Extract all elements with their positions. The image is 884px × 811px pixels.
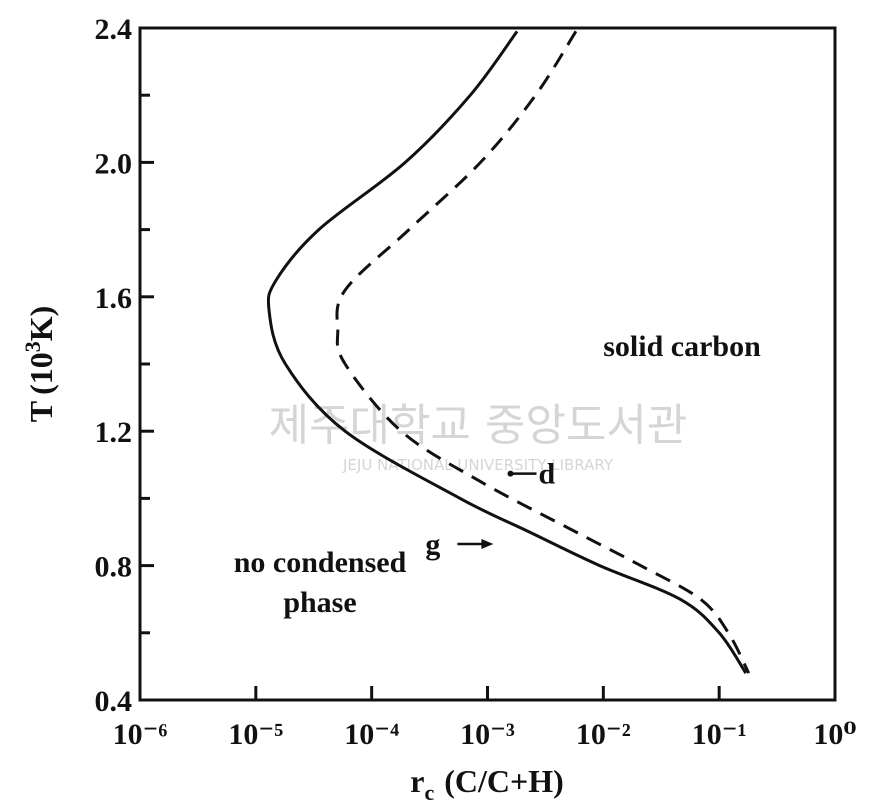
x-tick-label: 10⁻⁶	[113, 718, 168, 751]
watermark: 제주대학교 중앙도서관 JEJU NATIONAL UNIVERSITY LIB…	[269, 400, 688, 474]
y-label-symbol: T	[23, 401, 59, 422]
annotation: phase	[283, 586, 356, 619]
label-pointer	[481, 539, 494, 549]
y-axis-label: T (103K)	[20, 306, 59, 423]
series-label: g	[425, 528, 440, 561]
x-axis-label: rc (C/C+H)	[410, 763, 564, 805]
x-tick-label: 10⁰	[813, 718, 856, 751]
y-label-power: 3	[20, 341, 45, 352]
x-label-symbol: r	[410, 763, 424, 799]
x-label-unit: (C/C+H)	[444, 763, 564, 799]
y-tick-label: 1.2	[95, 416, 133, 449]
series-line	[266, 30, 748, 674]
x-tick-label: 10⁻⁴	[344, 718, 399, 751]
x-tick-label: 10⁻³	[460, 718, 515, 751]
watermark-title: 제주대학교 중앙도서관	[269, 400, 688, 451]
y-label-unit: K)	[23, 306, 59, 342]
x-tick-label: 10⁻⁵	[228, 718, 283, 751]
annotation: no condensed	[234, 546, 407, 579]
x-tick-label: 10⁻¹	[692, 718, 747, 751]
x-label-subscript: c	[424, 780, 434, 805]
y-tick-label: 1.6	[95, 282, 133, 315]
annotation: solid carbon	[603, 330, 761, 363]
plot-frame	[138, 26, 837, 702]
y-tick-label: 2.4	[95, 13, 133, 46]
watermark-subtitle: JEJU NATIONAL UNIVERSITY LIBRARY	[342, 456, 614, 474]
x-tick-label: 10⁻²	[576, 718, 631, 751]
series-label: d	[538, 458, 555, 491]
series-line	[335, 30, 751, 674]
y-tick-label: 0.4	[95, 685, 133, 718]
y-label-base: (10	[23, 352, 59, 395]
y-tick-label: 2.0	[95, 147, 133, 180]
x-axis-label: rc (C/C+H)	[410, 763, 564, 805]
y-tick-label: 0.8	[95, 551, 133, 584]
